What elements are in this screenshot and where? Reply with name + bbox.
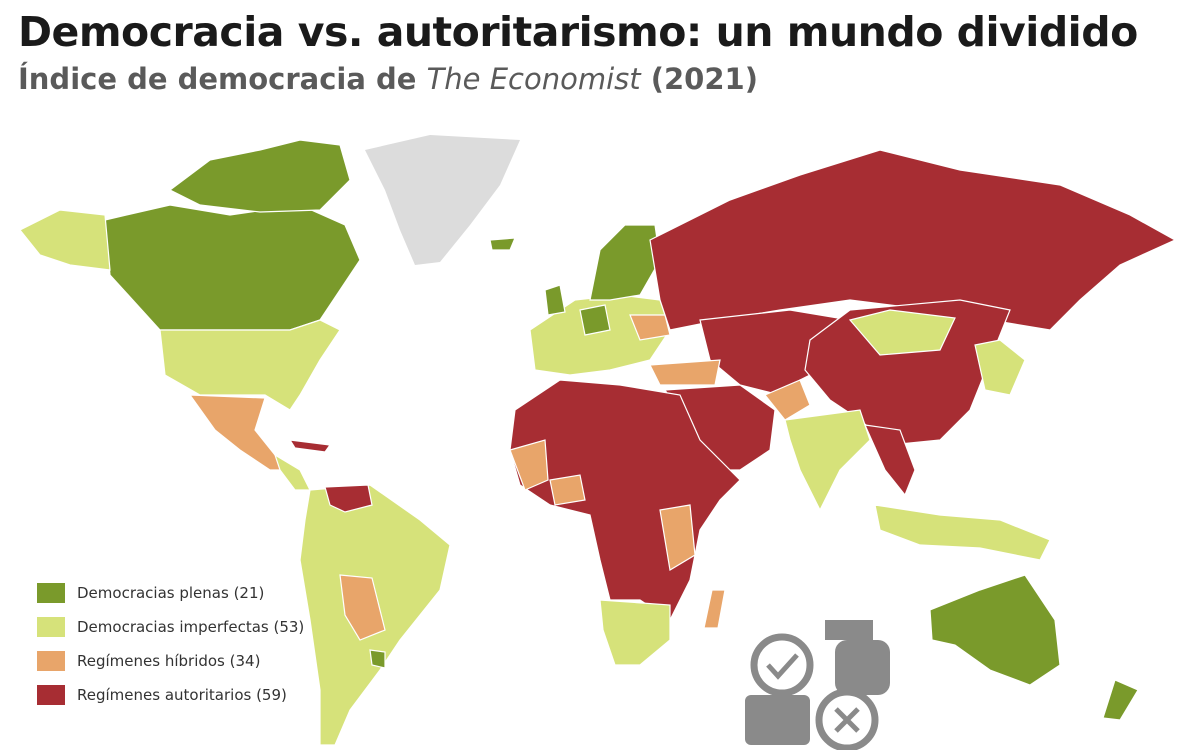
legend-swatch [37,617,65,637]
australia [929,574,1061,686]
subtitle: Índice de democracia de The Economist (2… [18,62,758,96]
mexico [188,394,292,471]
china [804,299,1011,446]
southern-africa [599,599,671,666]
legend-item: Democracias plenas (21) [37,576,304,610]
germany [579,304,611,336]
legend-label: Democracias plenas (21) [77,584,265,602]
pakistan [764,379,811,421]
indonesia [874,504,1051,561]
greenland [365,135,520,265]
turkey [649,359,721,386]
iceland [489,237,516,251]
cuba [288,439,332,453]
scandinavia [589,224,661,301]
venezuela [324,484,373,513]
east-africa [659,504,696,571]
legend: Democracias plenas (21) Democracias imper… [37,576,304,712]
central-america [273,453,311,491]
ukraine [629,314,671,341]
myanmar-indochina [864,424,916,497]
uk [544,284,566,316]
nigeria-area [549,474,586,506]
subtitle-year: (2021) [640,62,758,96]
legend-swatch [37,685,65,705]
russia [649,149,1177,331]
legend-item: Regímenes híbridos (34) [37,644,304,678]
uruguay [369,649,386,669]
legend-swatch [37,583,65,603]
legend-item: Democracias imperfectas (53) [37,610,304,644]
west-africa [509,439,549,491]
legend-item: Regímenes autoritarios (59) [37,678,304,712]
india [784,409,871,512]
canada [104,204,361,331]
legend-label: Democracias imperfectas (53) [77,618,305,636]
bolivia-paraguay [339,574,386,641]
japan [974,339,1026,396]
vote-icons [745,620,890,750]
mongolia [848,309,956,356]
legend-swatch [37,651,65,671]
legend-label: Regímenes autoritarios (59) [77,686,287,704]
usa [159,319,341,411]
arctic-islands [168,139,351,213]
subtitle-source: The Economist [426,62,641,96]
legend-label: Regímenes híbridos (34) [77,652,261,670]
title: Democracia vs. autoritarismo: un mundo d… [18,8,1138,56]
subtitle-text: Índice de democracia de [18,62,427,96]
alaska [19,209,111,271]
madagascar [703,589,726,629]
new-zealand [1102,679,1139,721]
